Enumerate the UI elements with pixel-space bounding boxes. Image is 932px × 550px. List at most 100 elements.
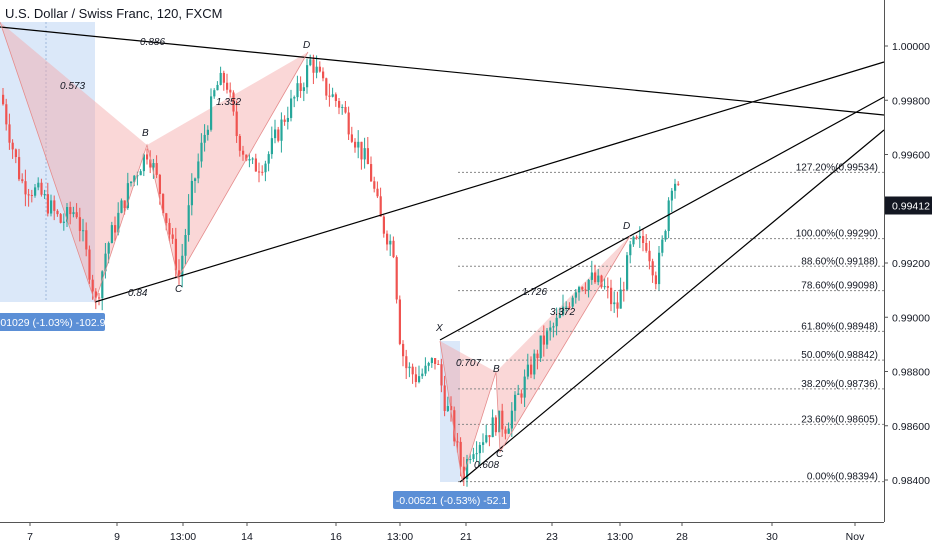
pattern-labels: B C D 0.886 0.573 1.352 0.84 X B C D 0.707 0.608 1.72… xyxy=(0,37,878,509)
right-point-x: X xyxy=(435,323,443,334)
candle-body-117 xyxy=(376,188,379,197)
candle-body-54 xyxy=(174,238,177,271)
candle-body-191 xyxy=(613,302,616,305)
candle-body-15 xyxy=(50,200,53,214)
left-ratio-0: 0.886 xyxy=(140,37,165,48)
candle-body-23 xyxy=(75,212,78,218)
candle-body-27 xyxy=(88,249,91,280)
fibonacci-extension xyxy=(458,171,884,483)
price-tick-6: 0.98800 xyxy=(892,367,930,379)
candle-body-119 xyxy=(382,216,385,234)
candle-body-77 xyxy=(248,159,251,161)
candle-body-28 xyxy=(91,279,94,292)
candle-body-140 xyxy=(450,406,453,411)
time-tick-9: 28 xyxy=(676,531,688,543)
candle-body-34 xyxy=(110,225,113,244)
candle-body-92 xyxy=(296,83,299,98)
candle-body-39 xyxy=(126,183,129,209)
candle-body-183 xyxy=(587,279,590,291)
candle-body-14 xyxy=(46,194,49,214)
candle-body-81 xyxy=(261,171,264,173)
candle-body-134 xyxy=(430,358,433,364)
candle-body-1 xyxy=(5,104,8,125)
candle-body-172 xyxy=(552,326,555,328)
fib-label-2: 88.60%(0.99188) xyxy=(801,256,878,267)
time-tick-3: 14 xyxy=(241,531,253,543)
price-tick-7: 0.98600 xyxy=(892,421,930,433)
candle-body-110 xyxy=(354,141,357,148)
candle-body-160 xyxy=(514,394,517,411)
pattern-left-legs xyxy=(0,21,309,304)
price-tick-5: 0.99000 xyxy=(892,312,930,324)
candle-body-33 xyxy=(107,243,110,254)
candle-body-141 xyxy=(453,410,456,442)
candle-body-62 xyxy=(200,142,203,162)
candle-body-16 xyxy=(53,200,56,211)
candle-body-3 xyxy=(11,142,14,150)
candle-body-190 xyxy=(610,287,613,305)
candlesticks xyxy=(2,54,680,487)
candle-body-194 xyxy=(622,289,625,291)
right-ratio-2: 1.726 xyxy=(522,287,547,298)
time-tick-2: 13:00 xyxy=(170,531,196,543)
candle-body-89 xyxy=(286,117,289,122)
candle-body-150 xyxy=(482,442,485,445)
candle-body-145 xyxy=(466,459,469,480)
candle-body-192 xyxy=(616,302,619,309)
candle-body-95 xyxy=(306,65,309,88)
price-tick-0: 1.00000 xyxy=(892,41,930,53)
candle-body-100 xyxy=(322,71,325,79)
candle-body-112 xyxy=(360,141,363,160)
candle-body-148 xyxy=(475,453,478,455)
candle-body-201 xyxy=(645,243,648,251)
trend-lines xyxy=(0,21,885,483)
candle-body-17 xyxy=(56,210,59,215)
candle-body-143 xyxy=(459,441,462,467)
candle-body-30 xyxy=(98,297,101,299)
candle-body-78 xyxy=(251,158,254,160)
candle-body-196 xyxy=(629,244,632,256)
candle-body-65 xyxy=(210,96,213,130)
candle-body-74 xyxy=(238,136,241,151)
right-point-d: D xyxy=(623,221,630,232)
candle-body-25 xyxy=(82,230,85,232)
candle-body-170 xyxy=(546,330,549,345)
candle-body-45 xyxy=(146,154,149,160)
candle-body-51 xyxy=(165,213,168,223)
trend-line-channel-lower xyxy=(459,129,885,483)
candle-body-43 xyxy=(139,171,142,176)
candle-body-182 xyxy=(584,289,587,291)
candle-body-49 xyxy=(158,174,161,194)
measure-badge-right-bg xyxy=(393,491,510,509)
candle-body-189 xyxy=(606,286,609,288)
candle-body-37 xyxy=(120,200,123,213)
candle-body-131 xyxy=(421,373,424,377)
candle-body-171 xyxy=(549,327,552,331)
candle-body-163 xyxy=(523,376,526,398)
candle-body-70 xyxy=(226,82,229,90)
candle-body-107 xyxy=(344,106,347,113)
candle-body-204 xyxy=(654,275,657,285)
candle-body-56 xyxy=(181,255,184,277)
candle-body-60 xyxy=(194,178,197,181)
candle-body-35 xyxy=(114,225,117,233)
fib-label-5: 50.00%(0.98842) xyxy=(801,350,878,361)
right-ratio-3: 3.372 xyxy=(550,307,575,318)
candle-body-129 xyxy=(414,374,417,383)
candle-body-66 xyxy=(213,90,216,97)
pattern-right-bcd xyxy=(496,236,630,452)
left-point-c: C xyxy=(175,284,183,295)
candle-body-80 xyxy=(258,171,261,173)
current-price-tag: 0.99412 xyxy=(892,200,930,212)
left-ratio-1: 0.573 xyxy=(60,81,85,92)
candle-body-186 xyxy=(597,275,600,283)
candle-body-205 xyxy=(658,252,661,285)
fib-label-6: 38.20%(0.98736) xyxy=(801,379,878,390)
candle-body-22 xyxy=(72,212,75,215)
candle-body-188 xyxy=(603,286,606,288)
candle-body-103 xyxy=(331,94,334,97)
candle-body-20 xyxy=(66,207,69,222)
candle-body-29 xyxy=(94,291,97,298)
